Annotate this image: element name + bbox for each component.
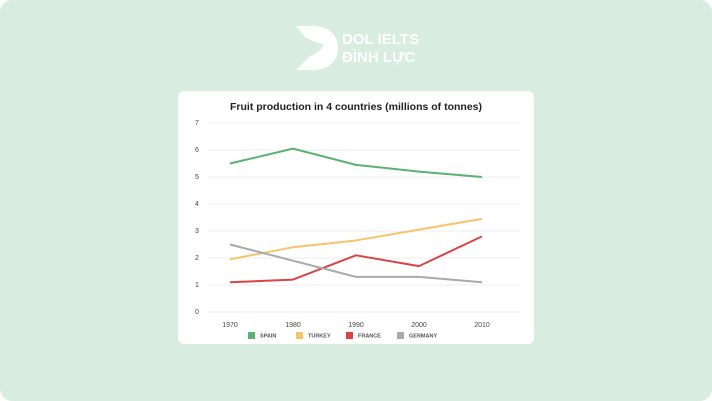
series-line [229, 217, 483, 261]
y-tick-label: 1 [195, 282, 199, 289]
legend-label: TURKEY [308, 333, 331, 339]
series-line [229, 147, 483, 178]
legend-label: FRANCE [358, 333, 381, 339]
legend-label: GERMANY [409, 333, 437, 339]
y-tick-label: 7 [195, 120, 199, 127]
logo-mark [296, 26, 338, 70]
x-tick-label: 1980 [285, 322, 301, 329]
y-tick-label: 4 [195, 201, 199, 208]
series-line [229, 235, 483, 284]
y-tick-label: 2 [195, 255, 199, 262]
y-tick-label: 0 [195, 309, 199, 316]
logo: DOL IELTS ĐÌNH LỰC [296, 26, 419, 70]
legend-swatch [296, 332, 303, 339]
legend-swatch [248, 332, 255, 339]
card [178, 91, 534, 344]
legend-swatch [346, 332, 353, 339]
brand-line: ĐÌNH LỰC [342, 49, 415, 66]
x-tick-label: 2000 [411, 322, 427, 329]
x-tick-label: 1990 [348, 322, 364, 329]
x-tick-label: 1970 [222, 322, 238, 329]
series-line [229, 243, 483, 284]
chart-title: Fruit production in 4 countries (million… [230, 101, 482, 113]
legend-swatch [397, 332, 404, 339]
y-tick-label: 6 [195, 147, 199, 154]
y-tick-label: 3 [195, 228, 199, 235]
legend-label: SPAIN [260, 333, 276, 339]
brand-line: DOL IELTS [342, 31, 419, 48]
y-tick-label: 5 [195, 174, 199, 181]
x-tick-label: 2010 [474, 322, 490, 329]
